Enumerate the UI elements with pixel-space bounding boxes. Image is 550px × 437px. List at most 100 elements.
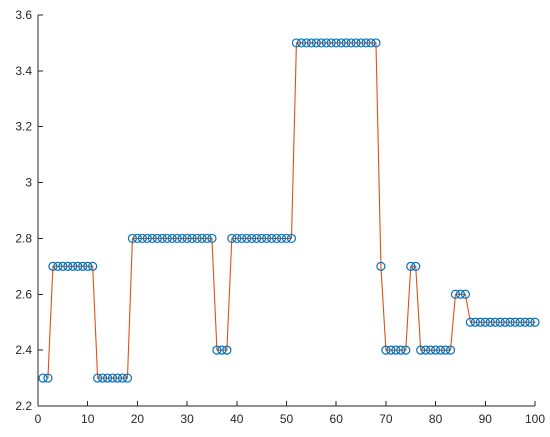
data-point-marker — [306, 38, 316, 48]
data-point-marker — [406, 261, 416, 271]
data-point-marker — [167, 233, 177, 244]
y-tick-label: 3 — [25, 176, 32, 190]
series-line-segment — [211, 237, 218, 351]
data-point-marker — [127, 233, 138, 244]
data-point-marker — [217, 345, 227, 355]
data-point-marker — [48, 261, 58, 271]
data-point-marker — [63, 261, 73, 271]
data-point-marker — [485, 317, 495, 327]
data-point-marker — [460, 289, 471, 299]
data-point-marker — [58, 261, 68, 271]
data-point-marker — [386, 345, 396, 355]
x-tick-label: 0 — [35, 412, 42, 426]
data-point-marker — [331, 38, 341, 48]
data-point-marker — [445, 345, 456, 355]
data-point-marker — [132, 233, 142, 244]
data-point-marker — [78, 261, 88, 271]
data-point-marker — [366, 38, 376, 48]
data-point-marker — [356, 38, 366, 48]
data-point-marker — [520, 317, 530, 327]
data-point-marker — [361, 38, 371, 48]
data-point-marker — [281, 233, 292, 244]
data-point-marker — [316, 38, 326, 48]
data-point-marker — [187, 233, 197, 244]
series-line-segment — [226, 237, 233, 351]
data-point-marker — [416, 345, 426, 355]
data-point-marker — [301, 38, 311, 48]
data-point-marker — [237, 233, 247, 244]
data-point-marker — [311, 38, 321, 48]
data-point-marker — [107, 373, 118, 383]
y-tick-label: 3.6 — [15, 8, 32, 22]
data-point-marker — [73, 261, 83, 271]
data-point-marker — [232, 233, 242, 244]
data-point-marker — [470, 317, 480, 327]
x-tick-label: 70 — [379, 412, 393, 426]
data-point-marker — [152, 233, 162, 244]
data-point-marker — [68, 261, 78, 271]
x-tick-label: 20 — [131, 412, 145, 426]
data-point-marker — [426, 345, 436, 355]
data-point-marker — [421, 345, 431, 355]
data-point-marker — [117, 373, 128, 383]
data-point-marker — [391, 345, 401, 355]
data-point-marker — [411, 261, 421, 271]
data-point-marker — [192, 233, 202, 244]
data-point-marker — [242, 233, 252, 244]
data-point-marker — [222, 345, 232, 355]
x-tick-label: 10 — [81, 412, 95, 426]
data-point-marker — [435, 345, 446, 355]
data-point-marker — [112, 373, 123, 383]
data-point-marker — [505, 317, 515, 327]
data-point-marker — [475, 317, 485, 327]
data-point-marker — [177, 233, 187, 244]
data-point-marker — [182, 233, 192, 244]
x-tick-label: 50 — [280, 412, 294, 426]
data-point-marker — [271, 233, 282, 244]
data-point-marker — [137, 233, 147, 244]
data-point-marker — [257, 233, 267, 244]
data-point-marker — [157, 233, 167, 244]
data-point-marker — [381, 345, 391, 355]
data-point-marker — [43, 373, 53, 383]
data-point-marker — [440, 345, 451, 355]
data-point-marker — [247, 233, 257, 244]
data-point-marker — [102, 373, 113, 383]
data-point-marker — [291, 38, 302, 48]
data-point-marker — [510, 317, 520, 327]
data-point-marker — [252, 233, 262, 244]
data-point-marker — [490, 317, 500, 327]
data-point-marker — [38, 373, 48, 383]
x-tick-label: 80 — [429, 412, 443, 426]
series-line-segment — [380, 265, 387, 351]
data-point-marker — [276, 233, 287, 244]
data-point-marker — [371, 38, 381, 48]
series-line-segment — [92, 265, 99, 379]
y-tick-label: 2.8 — [15, 231, 32, 245]
series-line-segment — [415, 265, 422, 351]
data-point-marker — [266, 233, 277, 244]
data-point-marker — [401, 345, 411, 355]
y-tick-label: 2.4 — [15, 343, 32, 357]
y-tick-label: 3.2 — [15, 120, 32, 134]
data-point-marker — [455, 289, 466, 299]
x-tick-label: 60 — [330, 412, 344, 426]
data-point-marker — [93, 373, 103, 383]
data-point-marker — [83, 261, 93, 271]
data-point-marker — [396, 345, 406, 355]
data-point-marker — [346, 38, 356, 48]
data-point-marker — [53, 261, 63, 271]
data-point-marker — [341, 38, 351, 48]
y-tick-label: 3.4 — [15, 64, 32, 78]
series-line-segment — [126, 237, 133, 379]
data-point-marker — [431, 345, 441, 355]
data-point-marker — [465, 317, 475, 327]
data-point-marker — [88, 261, 98, 271]
x-tick-label: 90 — [479, 412, 493, 426]
data-point-marker — [480, 317, 490, 327]
data-point-marker — [351, 38, 361, 48]
data-point-marker — [525, 317, 535, 327]
data-point-marker — [227, 233, 237, 244]
y-tick-label: 2.2 — [15, 399, 32, 413]
